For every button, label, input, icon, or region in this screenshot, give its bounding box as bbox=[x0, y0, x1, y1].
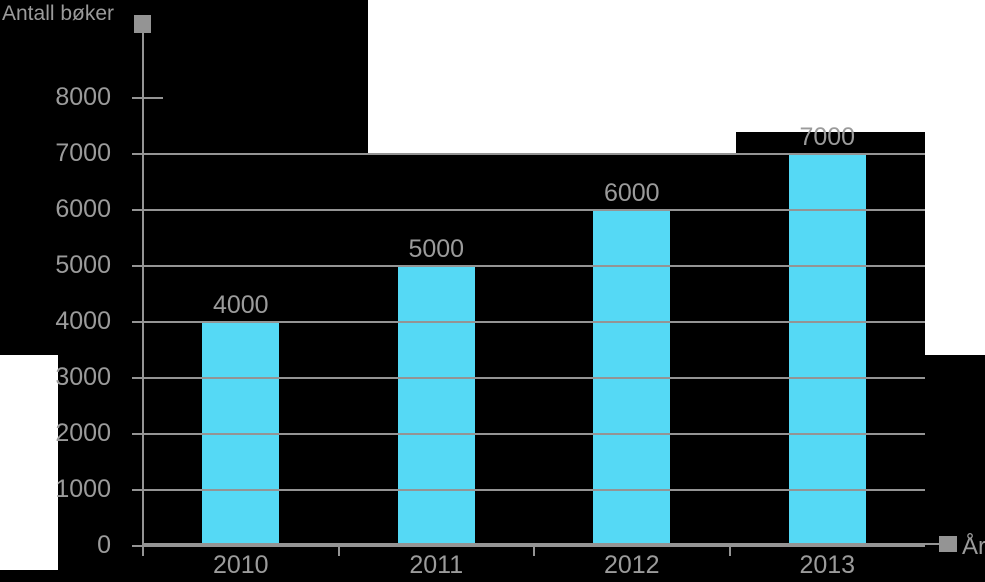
y-tick-label: 0 bbox=[97, 531, 111, 559]
gridline-2000 bbox=[132, 433, 925, 435]
gridline-4000 bbox=[132, 321, 925, 323]
background-panel-top bbox=[368, 0, 925, 154]
y-axis-cap-icon bbox=[134, 15, 151, 33]
gridline-0 bbox=[132, 545, 925, 547]
y-axis-title: Antall bøker bbox=[2, 2, 115, 25]
y-tick-label: 3000 bbox=[55, 363, 111, 391]
bar-value-label: 6000 bbox=[603, 179, 660, 207]
x-axis-tick-2 bbox=[533, 543, 535, 556]
x-tick-label: 2010 bbox=[212, 551, 269, 579]
gridline-3000 bbox=[132, 377, 925, 379]
bar-value-label: 5000 bbox=[408, 235, 465, 263]
x-axis-title: År bbox=[962, 533, 985, 560]
x-tick-label: 2011 bbox=[409, 551, 464, 579]
x-axis-line bbox=[142, 543, 940, 545]
y-tick-label: 1000 bbox=[55, 475, 111, 503]
y-axis-line bbox=[142, 33, 144, 546]
bar-2013 bbox=[788, 155, 866, 547]
y-tick-label: 4000 bbox=[55, 307, 111, 335]
bar-2010 bbox=[202, 323, 280, 547]
x-axis-tick-1 bbox=[337, 543, 340, 556]
y-axis-tick-max bbox=[132, 97, 163, 99]
x-tick-label: 2012 bbox=[603, 551, 660, 579]
y-tick-label: 6000 bbox=[55, 195, 111, 223]
y-tick-label: 5000 bbox=[55, 251, 111, 279]
y-tick-label: 2000 bbox=[55, 419, 111, 447]
x-axis-tick-3 bbox=[728, 543, 731, 556]
background-panel-right bbox=[925, 0, 985, 355]
bar-value-label: 4000 bbox=[212, 291, 269, 319]
bar-2012 bbox=[593, 211, 671, 547]
gridline-1000 bbox=[132, 489, 925, 491]
background-notch bbox=[736, 132, 925, 154]
background-panel-bottom-left bbox=[0, 355, 58, 570]
gridline-6000 bbox=[132, 209, 925, 211]
bar-2011 bbox=[397, 267, 475, 547]
y-tick-label: 7000 bbox=[55, 139, 111, 167]
x-axis-tick-0 bbox=[142, 543, 144, 556]
gridline-7000 bbox=[132, 153, 925, 155]
y-tick-label: 8000 bbox=[55, 83, 111, 111]
x-axis-cap-icon bbox=[939, 536, 957, 552]
gridline-5000 bbox=[132, 265, 925, 267]
bar-value-label: 7000 bbox=[799, 123, 856, 151]
x-tick-label: 2013 bbox=[799, 551, 856, 579]
